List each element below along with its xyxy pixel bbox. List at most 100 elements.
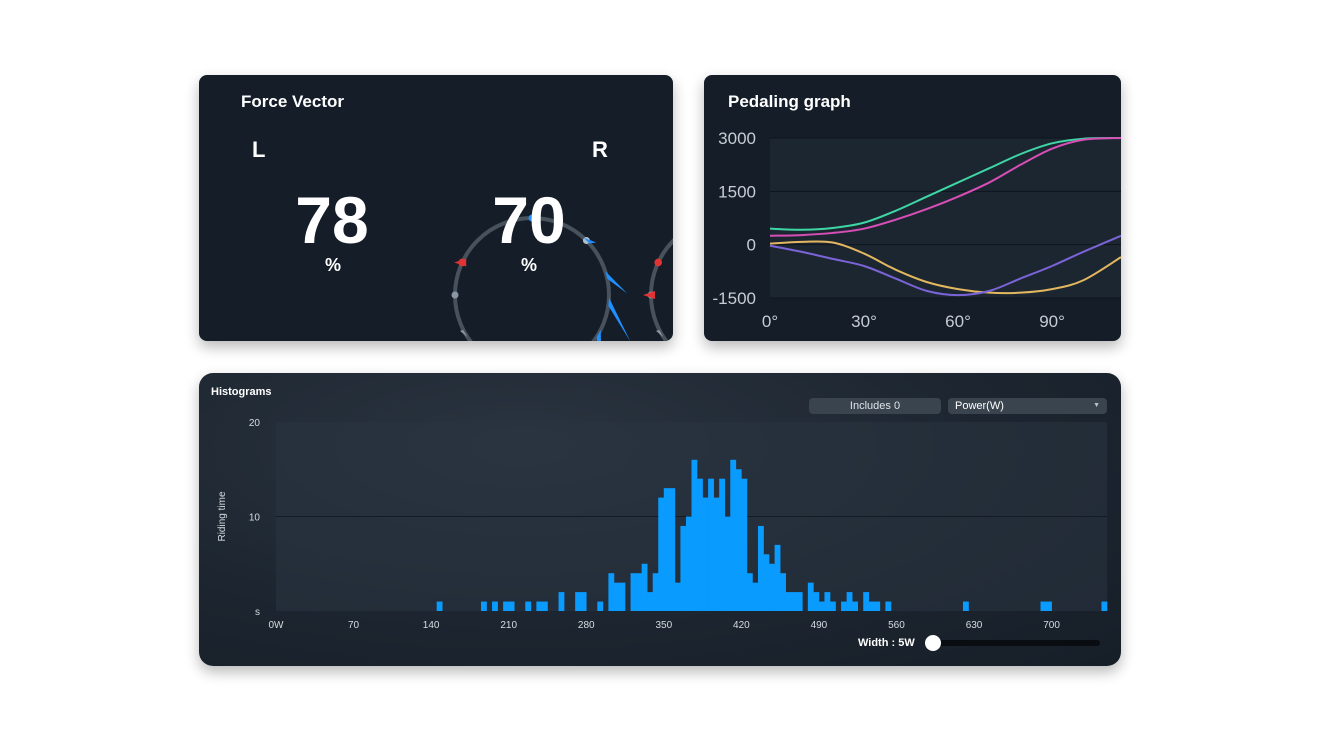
histogram-bar xyxy=(807,582,814,611)
histogram-bar xyxy=(1101,601,1108,611)
histogram-bar xyxy=(863,592,870,611)
histogram-bar xyxy=(492,601,498,611)
histogram-bar xyxy=(508,601,515,611)
left-force-spike xyxy=(583,237,597,244)
left-side-label: L xyxy=(252,137,266,162)
y-axis-label: Riding time xyxy=(217,491,228,541)
x-tick-label: 630 xyxy=(966,620,983,631)
histogram-bar xyxy=(541,601,548,611)
histogram-bar xyxy=(763,554,770,611)
plot-area xyxy=(770,138,1121,298)
histograms-card: Histograms Includes 0 Power(W) ▼ 20 10 s Ri… xyxy=(199,373,1121,666)
series-line-3 xyxy=(769,240,1121,295)
left-gauge-marker xyxy=(451,291,459,299)
includes-zero-toggle[interactable]: Includes 0 xyxy=(809,398,941,414)
right-side-label: R xyxy=(592,137,608,162)
histogram-bar xyxy=(780,573,786,611)
right-gauge-ring xyxy=(649,238,673,341)
bin-width-slider-thumb[interactable] xyxy=(925,635,941,651)
y-tick-label: 10 xyxy=(249,513,261,524)
histogram-bar xyxy=(658,497,665,611)
left-force-spike xyxy=(528,215,536,218)
histogram-bar xyxy=(608,573,615,611)
x-tick-label: 90° xyxy=(1039,312,1065,331)
histogram-bar xyxy=(791,592,798,611)
histogram-bar xyxy=(852,601,858,611)
histogram-bar xyxy=(746,573,753,611)
y-tick-label: 20 xyxy=(249,418,261,429)
histogram-bar xyxy=(774,544,781,611)
histogram-bar xyxy=(708,478,714,611)
series-line-4 xyxy=(769,234,1121,297)
histogram-bar xyxy=(536,601,543,611)
histogram-bar xyxy=(647,592,654,611)
histogram-bar xyxy=(757,525,764,611)
histogram-bar xyxy=(619,582,626,611)
y-tick-label: s xyxy=(255,607,260,618)
y-tick-label: 1500 xyxy=(718,182,756,201)
histogram-bar xyxy=(730,459,737,611)
left-red-arrow xyxy=(454,258,467,267)
series-line-1 xyxy=(769,137,1121,231)
series-line-2 xyxy=(769,137,1121,237)
bin-width-label: Width : 5W xyxy=(858,637,915,649)
x-tick-label: 60° xyxy=(945,312,971,331)
histogram-bar xyxy=(830,601,836,611)
pedaling-graph-card: Pedaling graph 3000 1500 0 -1500 0° 30° 60° 90° xyxy=(704,75,1121,341)
left-percentage: 78 xyxy=(295,183,369,257)
force-vector-card: Force Vector L R 78 % 70 % xyxy=(199,75,673,341)
histogram-bar xyxy=(713,497,720,611)
x-tick-label: 350 xyxy=(655,620,672,631)
left-force-spike xyxy=(608,297,631,341)
histogram-bar xyxy=(769,563,775,611)
right-red-marker xyxy=(654,258,663,267)
histogram-bar xyxy=(1046,601,1052,611)
histogram-bar xyxy=(674,582,681,611)
pedaling-graph-title: Pedaling graph xyxy=(728,92,851,111)
bin-width-slider-track[interactable] xyxy=(932,640,1100,646)
histogram-bar xyxy=(597,601,604,611)
histogram-bar xyxy=(575,592,581,611)
histogram-bar xyxy=(636,573,642,611)
histogram-bar xyxy=(874,601,881,611)
histogram-bar xyxy=(580,592,587,611)
histogram-bar xyxy=(841,601,847,611)
x-tick-label: 560 xyxy=(888,620,905,631)
histogram-bar xyxy=(685,516,692,611)
histogram-bar xyxy=(702,497,709,611)
y-tick-label: 3000 xyxy=(718,129,756,148)
x-tick-label: 490 xyxy=(811,620,828,631)
left-force-spike xyxy=(605,271,628,294)
histogram-bar xyxy=(868,601,875,611)
force-vector-gauges xyxy=(451,214,673,341)
right-red-arrow xyxy=(643,291,655,299)
histogram-bar xyxy=(796,592,803,611)
histogram-bar xyxy=(752,582,759,611)
histogram-bar xyxy=(669,488,676,611)
left-force-spike xyxy=(459,330,468,337)
x-tick-label: 140 xyxy=(423,620,440,631)
x-tick-label: 700 xyxy=(1043,620,1060,631)
histogram-bar xyxy=(558,592,565,611)
histogram-bar xyxy=(962,601,969,611)
histogram-bar xyxy=(691,459,698,611)
histogram-chart: 20 10 s Riding time 0W 70 140 210 280 350 420 490 56… xyxy=(217,418,1108,631)
metric-dropdown[interactable]: Power(W) ▼ xyxy=(948,398,1107,414)
histogram-bar xyxy=(697,478,703,611)
x-tick-label: 70 xyxy=(348,620,360,631)
x-tick-label: 210 xyxy=(500,620,517,631)
histogram-bar xyxy=(818,601,825,611)
left-percent-unit: % xyxy=(324,255,341,275)
histogram-bar xyxy=(680,525,687,611)
x-tick-label: 0W xyxy=(269,620,285,631)
histogram-bar xyxy=(641,563,648,611)
right-percentage: 70 xyxy=(492,183,566,257)
histogram-bar xyxy=(785,592,792,611)
histogram-bar xyxy=(741,478,748,611)
left-force-spike xyxy=(596,330,601,341)
histogram-bar xyxy=(813,592,820,611)
x-tick-label: 30° xyxy=(851,312,877,331)
x-tick-label: 420 xyxy=(733,620,750,631)
histogram-bar xyxy=(652,573,659,611)
histogram-bar xyxy=(663,488,670,611)
